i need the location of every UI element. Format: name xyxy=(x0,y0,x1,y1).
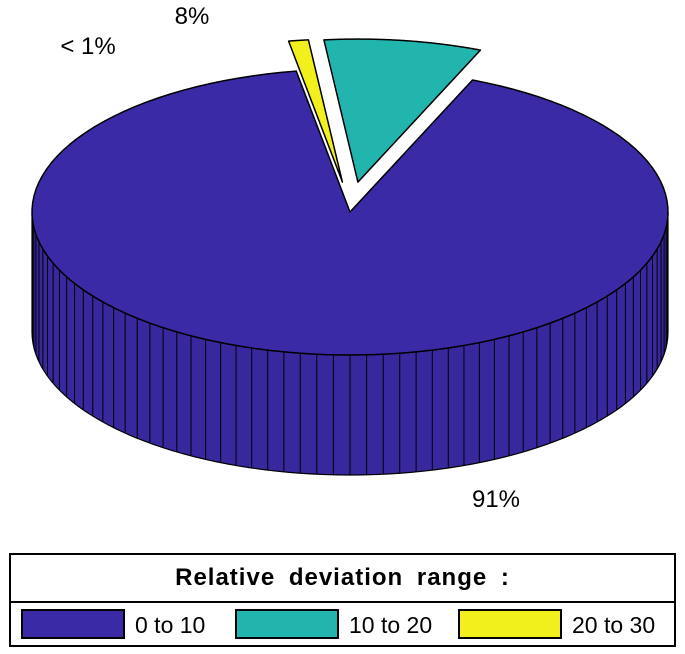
legend-swatch-10-to-20 xyxy=(235,609,339,639)
legend-title: Relative deviation range : xyxy=(11,555,674,603)
pct-label-20-to-30: < 1% xyxy=(60,33,115,60)
legend: Relative deviation range : 0 to 10 10 to… xyxy=(9,553,676,647)
pct-label-0-to-10: 91% xyxy=(472,486,520,513)
legend-label-10-to-20: 10 to 20 xyxy=(349,612,433,638)
slice-top-20-to-30 xyxy=(287,39,344,183)
pct-label-10-to-20: 8% xyxy=(175,3,210,30)
slice-top-0-to-10 xyxy=(31,70,669,356)
slice-top-10-to-20 xyxy=(323,38,482,183)
slice-20-to-30 xyxy=(287,39,344,183)
legend-label-20-to-30: 20 to 30 xyxy=(572,612,656,638)
legend-label-0-to-10: 0 to 10 xyxy=(135,612,206,638)
legend-swatch-0-to-10 xyxy=(21,609,125,639)
legend-swatch-20-to-30 xyxy=(458,609,562,639)
slice-0-to-10 xyxy=(31,70,669,476)
pie-chart: 91% 8% < 1% xyxy=(31,3,669,513)
slice-10-to-20 xyxy=(323,38,482,183)
chart-layer xyxy=(31,38,669,476)
